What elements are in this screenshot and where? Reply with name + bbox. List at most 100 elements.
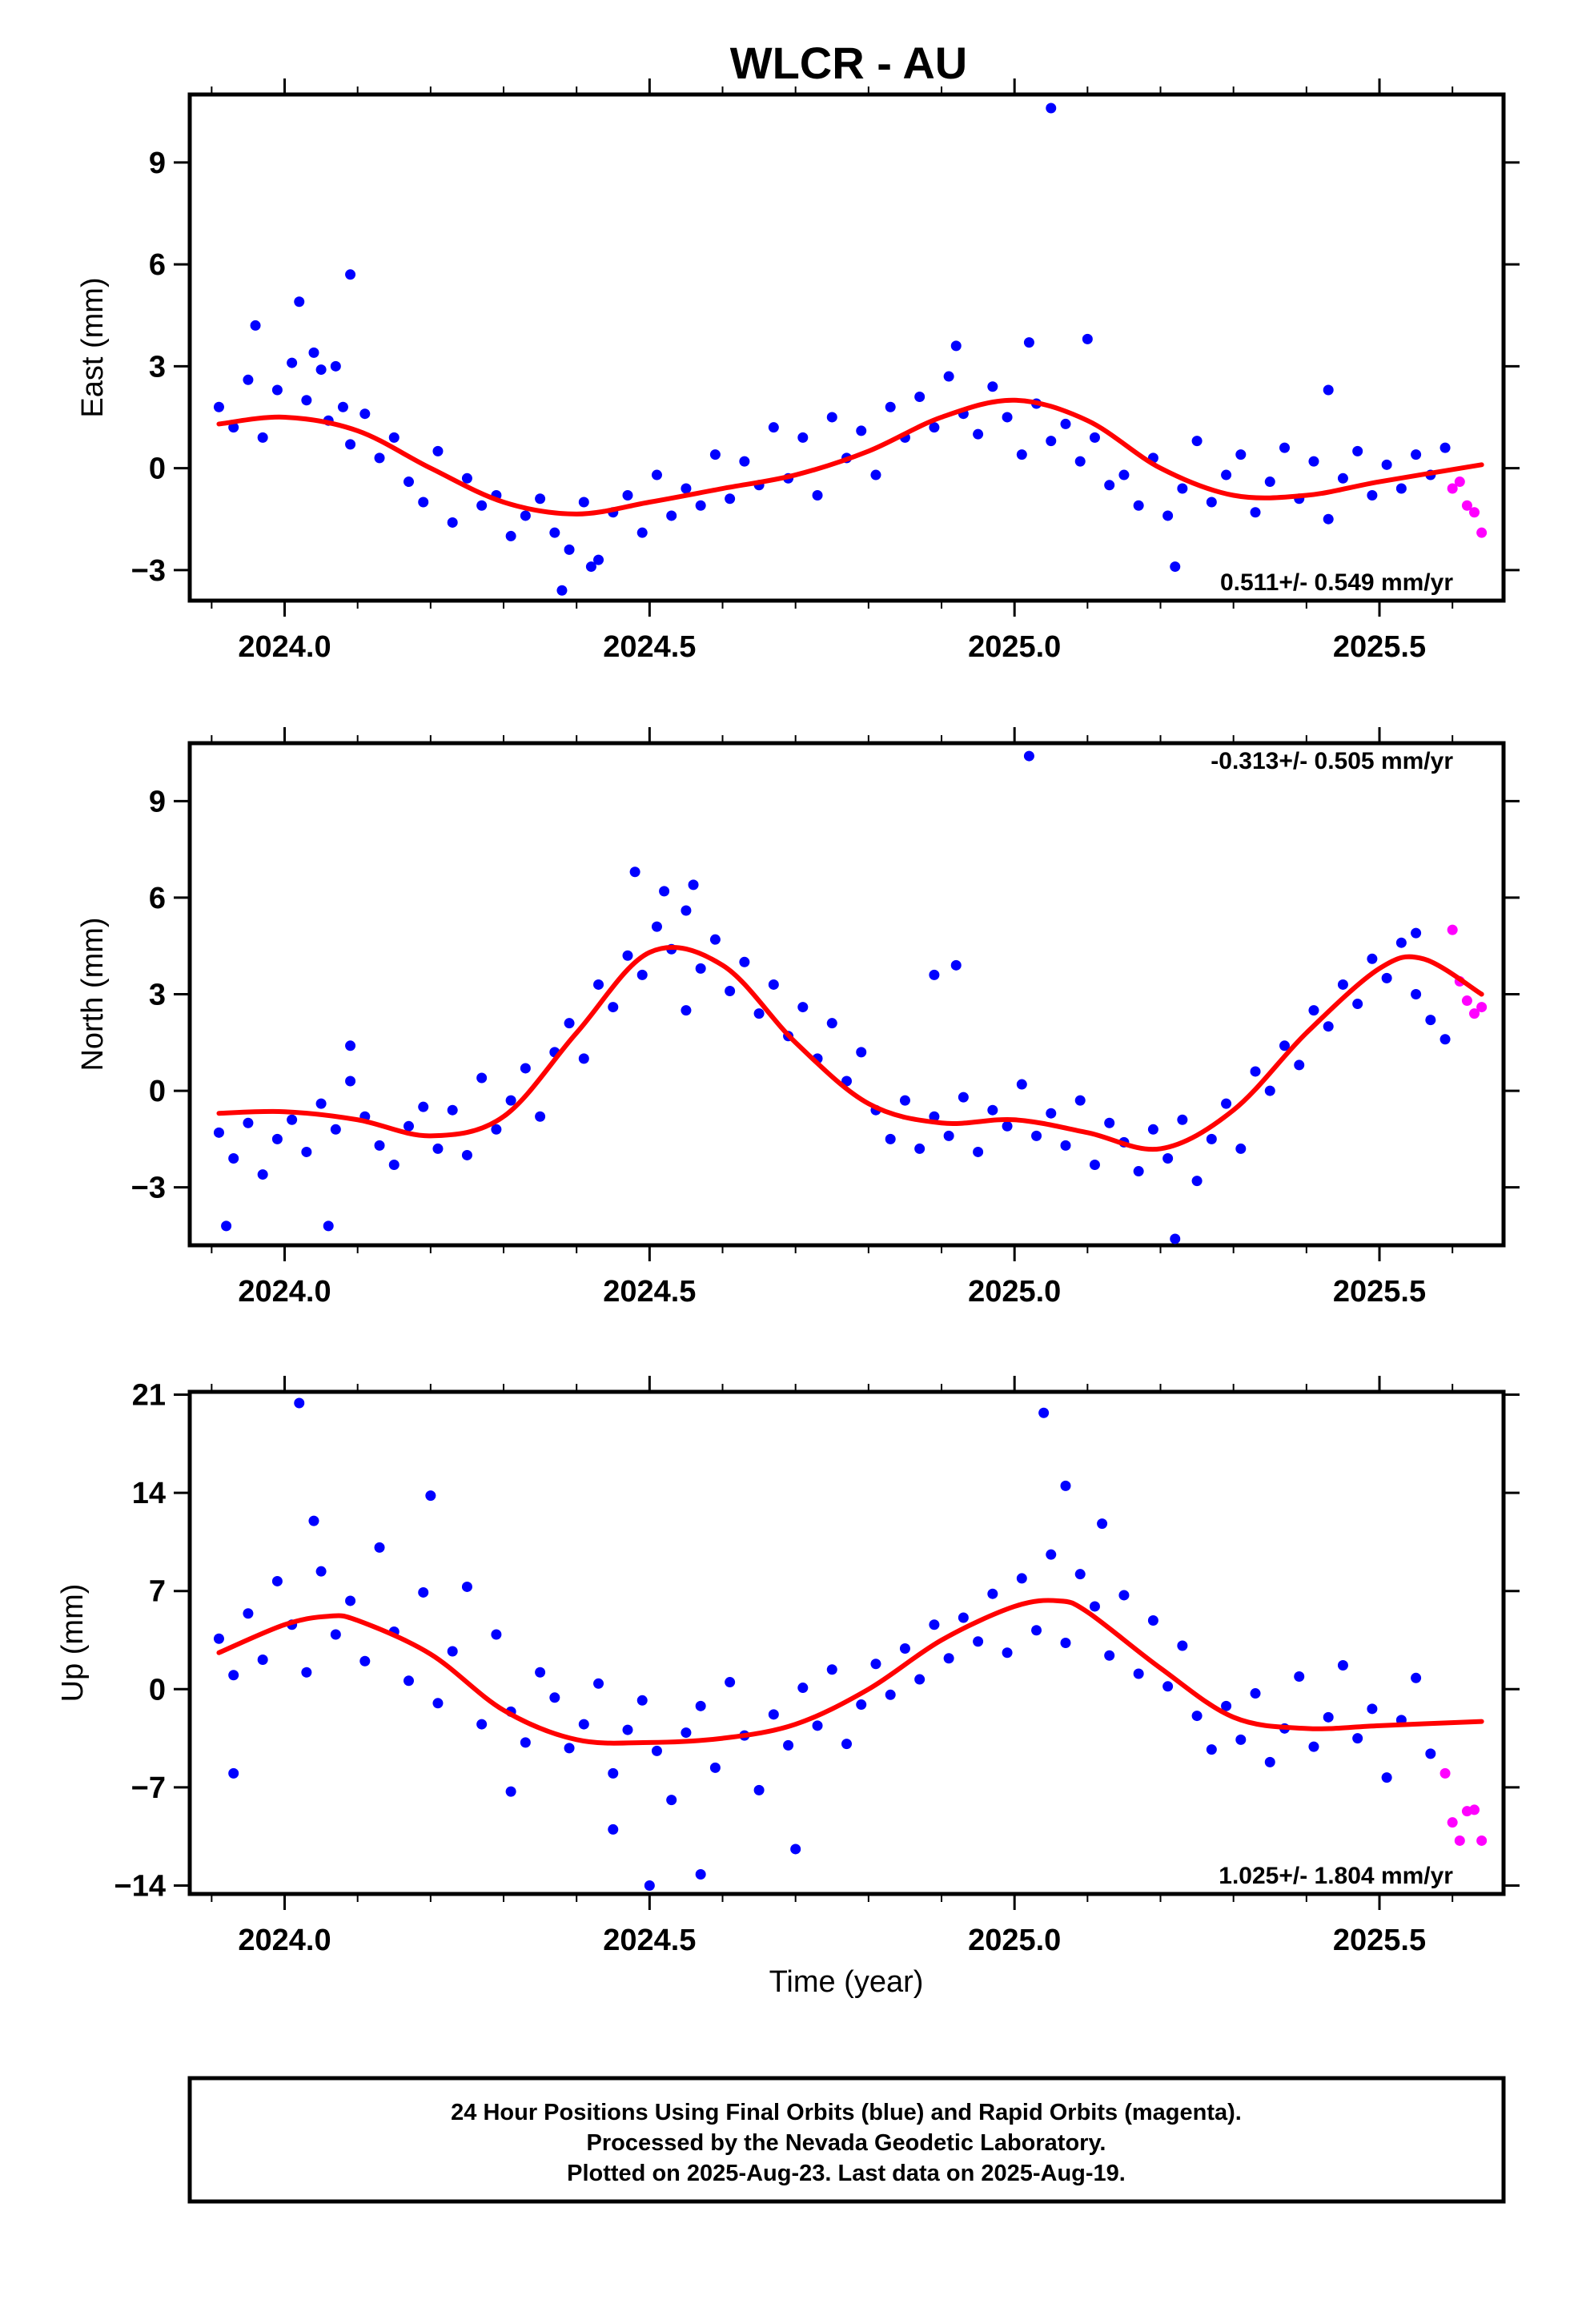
east-final-point [1250,507,1261,518]
north-final-point [1250,1066,1261,1077]
east-final-point [709,449,721,460]
north-final-point [345,1076,356,1087]
east-final-point [1002,412,1013,423]
north-final-point [768,979,779,990]
east-final-point [651,469,662,480]
east-final-point [1046,436,1057,447]
east-final-point [556,585,568,596]
north-final-point [1074,1095,1086,1106]
east-final-point [739,456,750,467]
east-final-point [432,445,444,456]
north-final-point [943,1130,954,1141]
north-final-point [1279,1040,1290,1051]
east-final-point [797,432,809,443]
north-final-point [315,1098,327,1109]
north-final-point [476,1072,488,1084]
north-final-point [1170,1233,1181,1244]
up-x-tick-label: 2025.5 [1333,1924,1426,1957]
up-model-curve [216,1598,1484,1746]
up-final-point [271,1575,283,1586]
north-final-point [418,1101,429,1112]
north-final-point [1089,1160,1100,1171]
east-final-point [213,401,224,412]
north-panel: 2024.0 2024.5 2025.0 2025.5 −3 0 3 6 9 North (mm)… [76,727,1520,1309]
up-rapid-point [1476,1835,1488,1846]
up-final-point [1367,1703,1378,1715]
east-final-point [345,439,356,450]
east-final-point [243,374,254,385]
up-final-point [790,1844,801,1855]
east-final-point [330,360,341,372]
north-final-point [1439,1034,1451,1045]
east-final-point [929,422,940,433]
north-final-point [1133,1166,1144,1177]
up-final-point [330,1629,341,1640]
north-final-point [608,1002,619,1013]
north-final-point [271,1133,283,1144]
north-y-tick-label: 0 [149,1075,166,1108]
north-final-point [629,866,640,878]
up-final-point [1147,1614,1158,1626]
up-final-point [812,1720,823,1731]
north-final-point [432,1143,444,1154]
east-rapid-point [1469,507,1480,518]
north-x-tick-label: 2025.5 [1333,1275,1426,1309]
up-final-point [709,1762,721,1773]
east-final-point [418,497,429,508]
up-final-point [1133,1668,1144,1679]
up-final-point [374,1542,385,1553]
up-y-tick-label: 21 [132,1379,166,1413]
east-y-tick-label: 3 [149,350,166,384]
up-final-point [608,1823,619,1835]
up-final-point [359,1655,371,1667]
north-final-point [929,1111,940,1122]
east-y-tick-label: 0 [149,452,166,486]
up-final-point [257,1655,268,1666]
up-rate-label: 1.025+/- 1.804 mm/yr [1219,1863,1453,1889]
up-final-point [768,1709,779,1720]
north-final-point [1206,1133,1217,1144]
north-final-point [681,1005,692,1016]
up-final-point [301,1667,312,1678]
north-final-point [228,1152,239,1164]
up-final-point [987,1588,998,1599]
east-final-point [1264,476,1275,488]
east-rate-label: 0.511+/- 0.549 mm/yr [1220,569,1453,596]
east-final-point [695,500,706,511]
east-final-point [856,425,867,436]
up-final-point [1250,1688,1261,1699]
north-final-point [797,1002,809,1013]
up-final-point [243,1608,254,1619]
east-final-point [520,510,531,521]
north-y-tick-label: 9 [149,785,166,818]
north-rate-label: -0.313+/- 0.505 mm/yr [1211,748,1453,774]
north-final-point [856,1047,867,1058]
up-final-point [753,1784,765,1795]
up-final-point [1177,1640,1188,1651]
up-final-point [1308,1741,1319,1752]
north-y-axis-label: North (mm) [76,917,110,1071]
east-y-tick-label: 6 [149,248,166,282]
north-final-point [636,969,648,980]
north-final-point [345,1040,356,1051]
up-final-point [899,1643,910,1655]
east-final-point [1411,449,1422,460]
east-final-point [950,340,962,352]
up-final-point [1016,1573,1027,1584]
up-final-point [681,1727,692,1739]
up-final-point [213,1633,224,1644]
east-final-point [388,432,400,443]
east-final-point [228,422,239,433]
east-final-point [505,530,516,541]
north-final-point [651,921,662,932]
up-y-axis-label: Up (mm) [56,1584,90,1703]
north-rapid-point [1469,1008,1480,1019]
east-final-point [914,392,926,403]
x-axis-label: Time (year) [769,1965,924,1999]
up-final-point [695,1868,706,1880]
east-final-point [812,490,823,501]
east-final-point [1133,500,1144,511]
east-final-point [622,490,633,501]
up-final-point [425,1490,436,1502]
up-plot-frame [187,1389,1506,1896]
